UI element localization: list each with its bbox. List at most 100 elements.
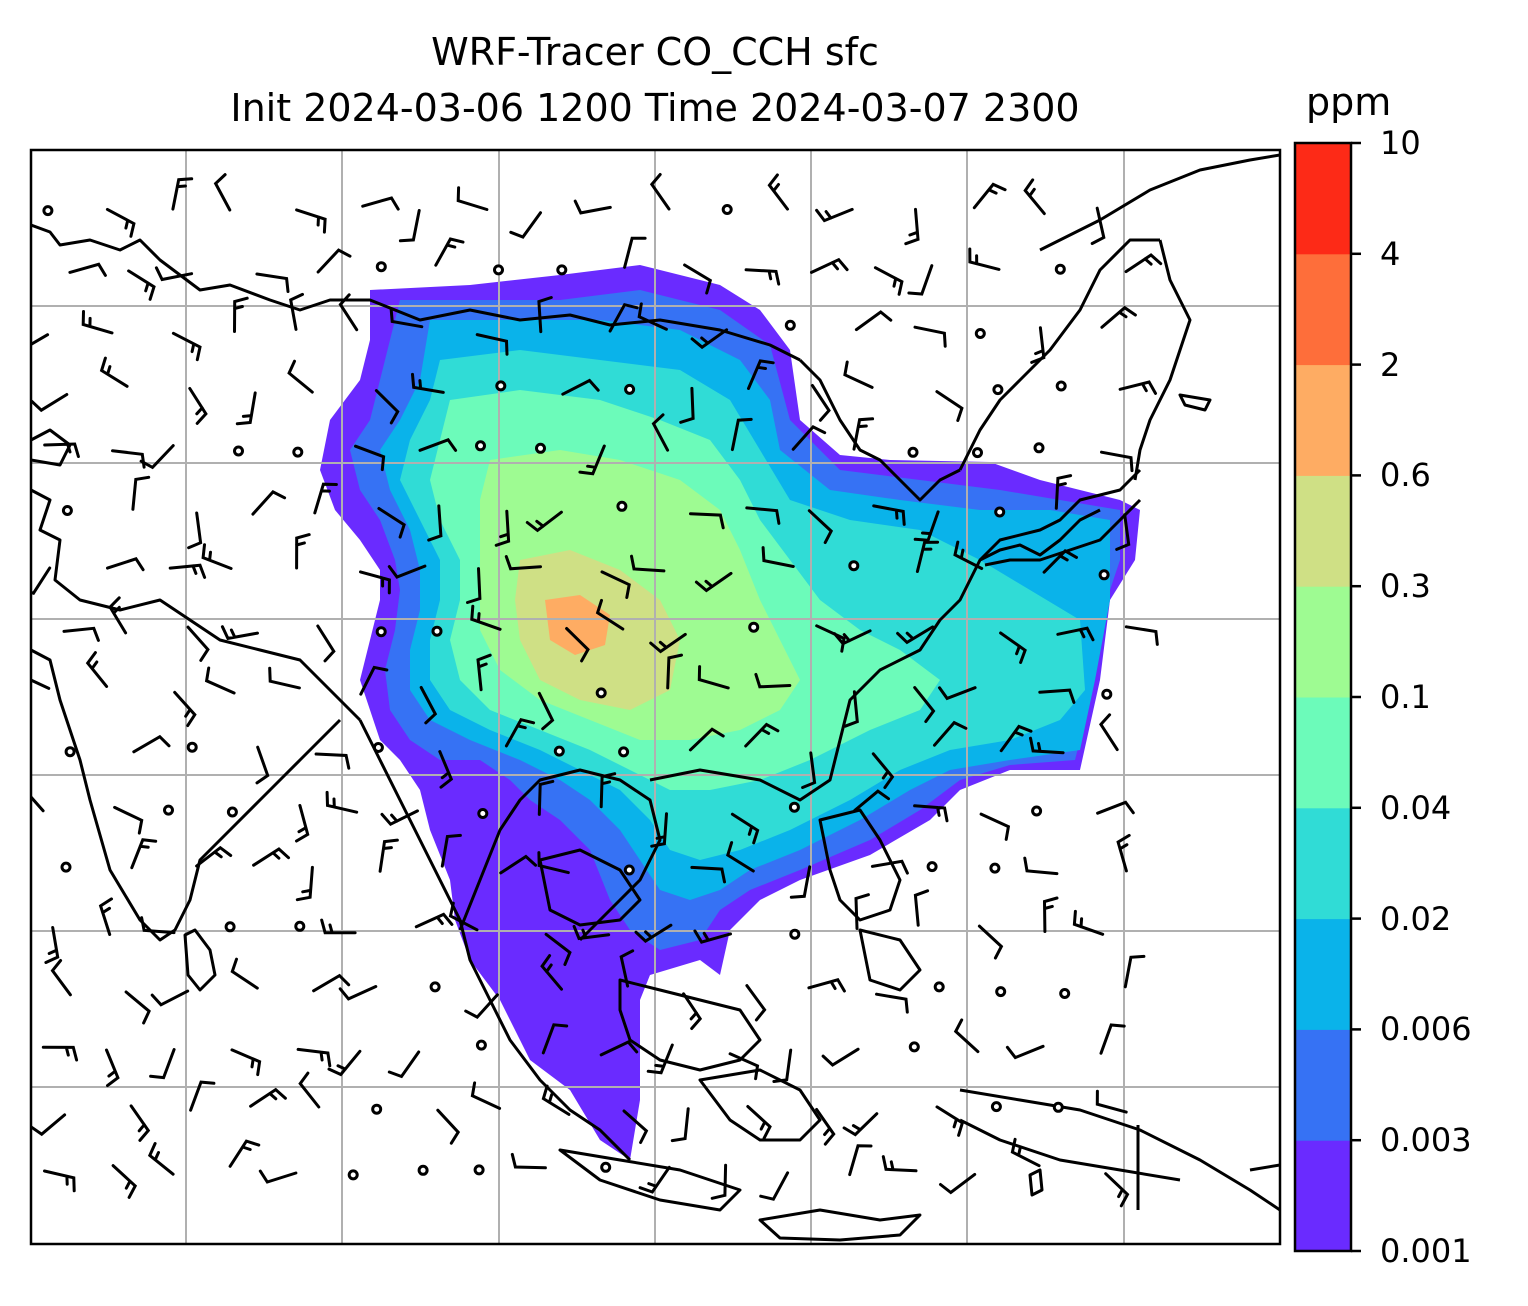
calm-marker bbox=[1055, 380, 1067, 392]
wind-barb bbox=[746, 1105, 772, 1140]
wind-barb bbox=[801, 751, 817, 789]
wind-barb bbox=[41, 1045, 79, 1062]
wind-barb bbox=[1090, 206, 1106, 245]
calm-marker bbox=[994, 506, 1006, 518]
wind-barb bbox=[188, 387, 208, 425]
calm-marker bbox=[375, 626, 387, 638]
calm-marker bbox=[789, 928, 801, 940]
wind-barb bbox=[295, 208, 327, 234]
wind-barb bbox=[85, 651, 109, 688]
wind-barb bbox=[807, 978, 846, 993]
wind-barb bbox=[154, 266, 194, 282]
wind-barb bbox=[537, 296, 553, 334]
wind-barb bbox=[810, 257, 849, 274]
colorbar bbox=[1295, 143, 1351, 1252]
map-frame bbox=[29, 148, 1282, 1246]
wind-barb bbox=[789, 865, 812, 899]
colorbar-segment bbox=[1295, 918, 1351, 1030]
calm-marker bbox=[748, 621, 760, 633]
wind-barb bbox=[761, 546, 795, 568]
wind-barb bbox=[228, 1139, 261, 1168]
wind-barb bbox=[43, 442, 80, 458]
wind-barb bbox=[338, 293, 359, 332]
wind-barb bbox=[295, 804, 310, 843]
wind-barb bbox=[843, 690, 859, 728]
wind-barb bbox=[871, 752, 895, 789]
wind-barb bbox=[111, 449, 146, 469]
wind-barb bbox=[525, 510, 563, 533]
wind-barb bbox=[295, 533, 311, 570]
wind-barb bbox=[1042, 896, 1059, 933]
wind-barb bbox=[327, 1049, 362, 1077]
colorbar-segment bbox=[1295, 807, 1351, 920]
wind-barb bbox=[230, 957, 259, 990]
wind-barb bbox=[913, 510, 940, 542]
wind-barb bbox=[195, 845, 233, 868]
wind-barb bbox=[638, 1165, 671, 1194]
wind-barb bbox=[106, 557, 145, 572]
wind-barb bbox=[1100, 450, 1134, 473]
calm-marker bbox=[908, 1041, 920, 1053]
calm-marker bbox=[495, 380, 507, 392]
wind-barb bbox=[499, 854, 538, 875]
gridlines bbox=[31, 150, 1280, 1244]
wind-barb bbox=[637, 302, 668, 331]
wind-barb bbox=[600, 570, 631, 599]
wind-barb bbox=[873, 266, 904, 296]
calm-marker bbox=[1059, 988, 1071, 999]
wind-barb bbox=[968, 247, 1001, 271]
wind-barb bbox=[972, 182, 1007, 210]
wind-barb bbox=[470, 604, 502, 631]
wind-barb bbox=[853, 789, 890, 812]
wind-barb bbox=[842, 1112, 879, 1137]
wind-barb bbox=[1115, 513, 1131, 551]
coastlines bbox=[31, 153, 1280, 1242]
wind-barb bbox=[436, 1108, 461, 1145]
calm-marker bbox=[933, 981, 945, 993]
wind-barb bbox=[872, 504, 906, 526]
calm-marker bbox=[42, 205, 54, 217]
wind-barb bbox=[694, 571, 733, 593]
wind-barb bbox=[173, 690, 197, 728]
calm-marker bbox=[784, 319, 796, 331]
wind-barb bbox=[325, 790, 359, 814]
calm-marker bbox=[556, 264, 568, 276]
colorbar-tick-label: 10 bbox=[1380, 124, 1421, 162]
wind-barb bbox=[298, 1071, 321, 1109]
wind-barb bbox=[313, 482, 338, 515]
wind-barb bbox=[651, 413, 670, 452]
colorbar-unit-label: ppm bbox=[1306, 80, 1392, 124]
wind-barb bbox=[448, 901, 479, 932]
colorbar-tick-label: 4 bbox=[1380, 234, 1401, 273]
wind-barb bbox=[233, 296, 249, 333]
wind-barb bbox=[622, 1109, 649, 1144]
wind-barb bbox=[572, 924, 611, 941]
calm-marker bbox=[624, 383, 636, 395]
wind-barb bbox=[312, 973, 351, 993]
wind-barb bbox=[338, 985, 378, 1001]
wind-barb bbox=[220, 625, 259, 641]
calm-marker bbox=[995, 986, 1007, 998]
wind-barb bbox=[1118, 380, 1157, 395]
wind-barb bbox=[646, 1043, 674, 1075]
wind-barb bbox=[111, 1164, 138, 1199]
wind-barb bbox=[913, 325, 947, 348]
calm-marker bbox=[475, 1039, 487, 1051]
wind-barb bbox=[320, 918, 357, 935]
wind-barb bbox=[289, 292, 304, 331]
wind-barb bbox=[595, 598, 625, 631]
wind-barb bbox=[252, 847, 290, 867]
wind-barb bbox=[31, 566, 52, 595]
wind-barb bbox=[316, 624, 336, 663]
wind-barb bbox=[1100, 305, 1137, 329]
wind-barb bbox=[130, 838, 158, 870]
wind-barb bbox=[913, 686, 936, 723]
calm-marker bbox=[64, 746, 76, 758]
wind-barb bbox=[541, 1023, 569, 1055]
wind-barb bbox=[935, 390, 964, 422]
calm-marker bbox=[417, 1164, 429, 1176]
colorbar-segment bbox=[1295, 1140, 1351, 1252]
wind-barb bbox=[189, 1080, 216, 1112]
wind-barb bbox=[599, 1040, 639, 1057]
wind-barb bbox=[1029, 736, 1065, 755]
